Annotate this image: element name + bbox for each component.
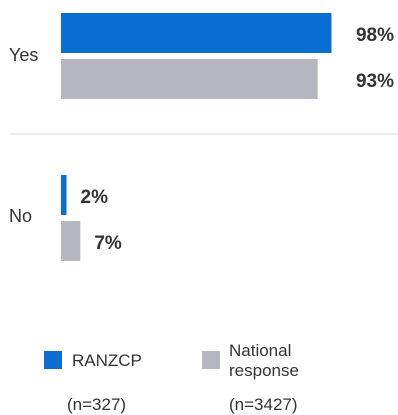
value-label-national-no: 7% [94, 233, 122, 254]
value-label-ranzcp-yes: 98% [356, 25, 394, 46]
legend-n-national: (n=3427) [229, 395, 298, 414]
bar-national-yes [61, 59, 318, 99]
legend-label-national-line2: response [229, 361, 299, 380]
value-label-ranzcp-no: 2% [81, 187, 109, 208]
legend-swatch-national [202, 351, 220, 369]
bar-national-no [61, 221, 81, 261]
legend-swatch-ranzcp [44, 351, 62, 369]
bar-ranzcp-no [61, 175, 67, 215]
category-label-yes: Yes [9, 45, 38, 65]
legend-label-national-line1: National [229, 341, 292, 360]
legend-n-ranzcp: (n=327) [67, 395, 127, 414]
category-label-no: No [9, 206, 32, 226]
value-label-national-yes: 93% [356, 71, 394, 92]
bar-ranzcp-yes [61, 13, 332, 53]
legend-label-ranzcp: RANZCP [72, 351, 142, 370]
